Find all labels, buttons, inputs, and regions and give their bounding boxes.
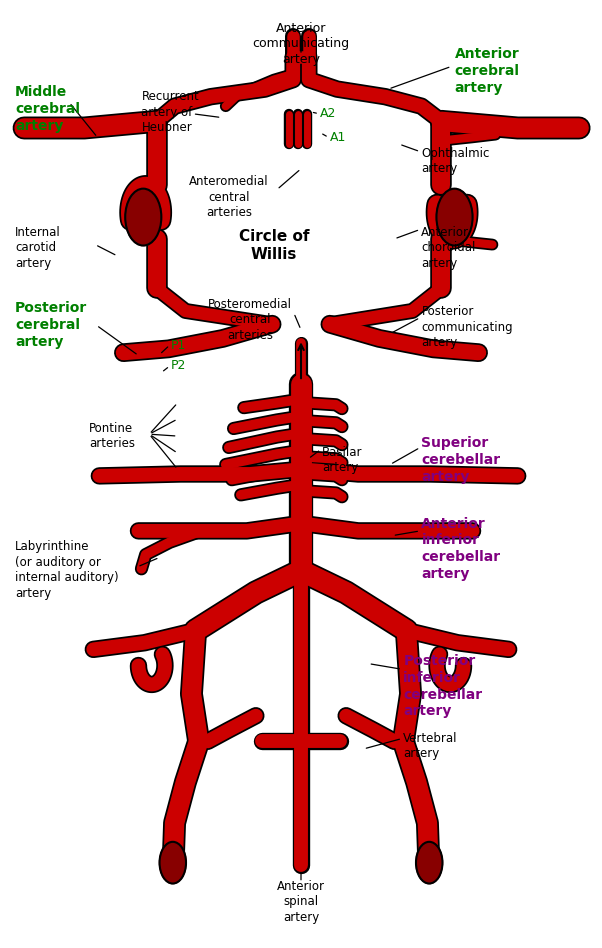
- Text: Ophthalmic
artery: Ophthalmic artery: [421, 147, 490, 175]
- Text: Anterior
spinal
artery: Anterior spinal artery: [277, 880, 325, 923]
- Text: Circle of
Willis: Circle of Willis: [238, 229, 309, 263]
- Text: Anterior
communicating
artery: Anterior communicating artery: [252, 22, 350, 65]
- Text: Basilar
artery: Basilar artery: [322, 446, 362, 474]
- Text: Recurrent
artery of
Heubner: Recurrent artery of Heubner: [141, 90, 199, 134]
- Circle shape: [125, 189, 161, 246]
- Text: Middle
cerebral
artery: Middle cerebral artery: [15, 85, 80, 133]
- Text: P2: P2: [171, 359, 187, 373]
- Text: Internal
carotid
artery: Internal carotid artery: [15, 226, 61, 269]
- Text: Vertebral
artery: Vertebral artery: [403, 732, 458, 760]
- Text: P1: P1: [171, 338, 187, 352]
- Text: Posterior
cerebral
artery: Posterior cerebral artery: [15, 301, 87, 349]
- Text: Pontine
arteries: Pontine arteries: [89, 422, 135, 450]
- Text: A2: A2: [320, 107, 337, 120]
- Text: Anterior
choroidal
artery: Anterior choroidal artery: [421, 226, 476, 269]
- Text: Posteromedial
central
arteries: Posteromedial central arteries: [208, 298, 292, 341]
- Text: Labyrinthine
(or auditory or
internal auditory)
artery: Labyrinthine (or auditory or internal au…: [15, 540, 119, 600]
- Text: Posterior
communicating
artery: Posterior communicating artery: [421, 305, 513, 349]
- Text: Anterior
inferior
cerebellar
artery: Anterior inferior cerebellar artery: [421, 517, 500, 581]
- Circle shape: [436, 189, 473, 246]
- Text: Anteromedial
central
arteries: Anteromedial central arteries: [189, 175, 268, 219]
- Text: Anterior
cerebral
artery: Anterior cerebral artery: [455, 47, 520, 95]
- Circle shape: [160, 842, 186, 884]
- Text: A1: A1: [330, 131, 346, 144]
- Text: Superior
cerebellar
artery: Superior cerebellar artery: [421, 436, 500, 483]
- Circle shape: [416, 842, 442, 884]
- Text: Posterior
inferior
cerebellar
artery: Posterior inferior cerebellar artery: [403, 654, 482, 719]
